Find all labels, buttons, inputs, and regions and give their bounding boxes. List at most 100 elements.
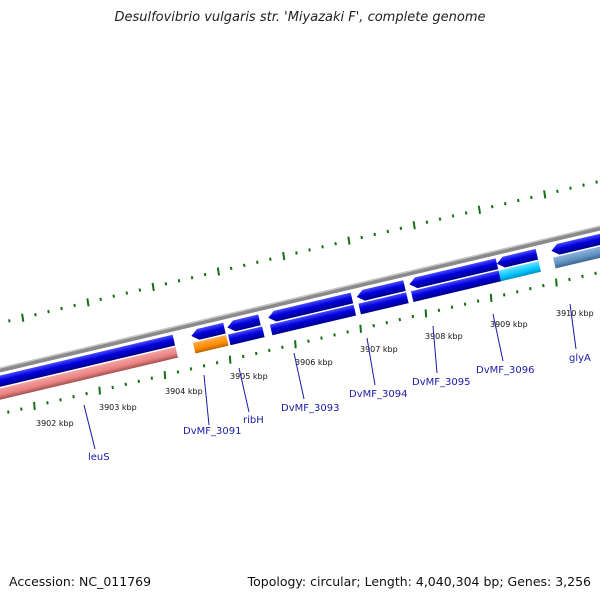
outer-tick xyxy=(125,291,129,295)
inner-scale-ticks xyxy=(7,271,597,414)
outer-tick xyxy=(360,235,363,240)
dvmf-3096-cds[interactable] xyxy=(496,248,539,269)
inner-tick xyxy=(398,317,402,322)
outer-tick xyxy=(464,211,468,215)
inner-tick xyxy=(268,348,271,353)
outer-tick xyxy=(177,279,181,283)
kbp-label-3909: 3909 kbp xyxy=(490,320,528,329)
outer-tick xyxy=(386,229,390,234)
inner-tick xyxy=(450,305,454,309)
gene-label-DvMF_3091[interactable]: DvMF_3091 xyxy=(183,426,241,437)
leuS-cds[interactable] xyxy=(0,334,176,394)
kbp-label-3907: 3907 kbp xyxy=(360,345,398,354)
inner-tick xyxy=(581,274,584,279)
inner-tick xyxy=(568,277,571,282)
inner-tick xyxy=(85,391,88,396)
inner-tick xyxy=(307,339,310,343)
inner-tick xyxy=(437,308,441,313)
dvmf-3094-lower-cds[interactable] xyxy=(358,292,409,315)
inner-tick xyxy=(502,293,506,297)
outer-tick xyxy=(47,309,50,314)
inner-tick xyxy=(7,410,10,414)
inner-tick xyxy=(124,382,128,387)
outer-tick xyxy=(99,297,102,301)
dvmf-3095-lower-cds[interactable] xyxy=(410,270,502,302)
inner-tick xyxy=(241,354,245,359)
kbp-label-3905: 3905 kbp xyxy=(230,372,268,381)
gene-label-DvMF_3095[interactable]: DvMF_3095 xyxy=(412,377,470,388)
gene-label-DvMF_3094[interactable]: DvMF_3094 xyxy=(349,389,407,400)
outer-tick xyxy=(543,190,547,199)
inner-tick xyxy=(529,287,532,291)
outer-tick xyxy=(412,221,416,230)
inner-tick xyxy=(111,385,114,390)
outer-tick xyxy=(242,263,246,268)
outer-tick xyxy=(86,298,90,307)
gene-label-glyA[interactable]: glyA xyxy=(569,353,591,364)
outer-tick xyxy=(73,303,76,308)
glyA-cds[interactable] xyxy=(550,217,600,256)
gene-leader-lines xyxy=(83,303,577,450)
inner-tick xyxy=(72,394,75,399)
topology-text: Topology: circular; Length: 4,040,304 bp… xyxy=(247,574,591,589)
dvmf-3094-cds[interactable] xyxy=(356,280,406,302)
outer-tick xyxy=(282,251,286,261)
kbp-label-3910: 3910 kbp xyxy=(556,309,594,318)
inner-tick xyxy=(202,364,206,368)
inner-tick xyxy=(411,314,415,319)
outer-tick xyxy=(34,312,37,317)
inner-tick xyxy=(228,355,232,364)
kbp-label-3906: 3906 kbp xyxy=(295,358,333,367)
inner-tick xyxy=(33,401,36,411)
outer-tick xyxy=(569,186,572,190)
feature-track xyxy=(0,217,600,406)
dvmf-3093-lower-cds[interactable] xyxy=(269,304,357,336)
inner-tick xyxy=(372,324,375,328)
ribH-lower-cds[interactable] xyxy=(228,326,265,346)
outer-tick xyxy=(595,180,598,184)
genome-backbone xyxy=(0,211,600,378)
inner-tick xyxy=(476,299,480,303)
inner-tick xyxy=(189,367,193,371)
inner-tick xyxy=(542,283,545,288)
outer-tick xyxy=(373,232,377,237)
dvmf-3095-cds[interactable] xyxy=(408,258,499,289)
outer-tick xyxy=(556,189,559,193)
inner-tick xyxy=(176,370,180,374)
dvmf-3093-cds[interactable] xyxy=(267,292,354,323)
dvmf-3091-upper-cds[interactable] xyxy=(190,322,226,342)
ribH-cds[interactable] xyxy=(226,314,261,333)
outer-tick xyxy=(425,220,429,224)
gene-label-DvMF_3093[interactable]: DvMF_3093 xyxy=(281,403,339,414)
dvmf-3091-trna[interactable] xyxy=(192,334,229,354)
inner-tick xyxy=(163,371,167,380)
inner-tick xyxy=(385,320,389,325)
outer-tick xyxy=(477,205,482,214)
rrna-feature[interactable] xyxy=(0,346,178,406)
glyA-lower-feature[interactable] xyxy=(553,230,600,269)
inner-tick xyxy=(515,290,519,294)
outer-tick xyxy=(399,226,403,231)
gene-label-DvMF_3096[interactable]: DvMF_3096 xyxy=(476,365,534,376)
inner-tick xyxy=(346,330,349,334)
inner-tick xyxy=(137,379,141,383)
gene-label-leuS[interactable]: leuS xyxy=(88,452,110,463)
outer-tick xyxy=(8,319,11,323)
outer-tick xyxy=(164,282,168,286)
outer-tick xyxy=(347,236,351,245)
inner-tick xyxy=(98,386,101,395)
kbp-label-3902: 3902 kbp xyxy=(36,419,74,428)
outer-tick xyxy=(256,260,259,264)
inner-tick xyxy=(359,324,362,333)
outer-tick xyxy=(308,248,311,252)
outer-tick xyxy=(216,267,221,276)
dvmf-3096-misc[interactable] xyxy=(498,261,541,282)
outer-tick xyxy=(21,313,25,322)
outer-tick xyxy=(138,288,142,292)
outer-tick xyxy=(490,205,494,209)
outer-tick xyxy=(517,198,520,203)
inner-tick xyxy=(281,345,284,350)
outer-tick xyxy=(582,183,585,187)
gene-label-ribH[interactable]: ribH xyxy=(243,415,264,426)
